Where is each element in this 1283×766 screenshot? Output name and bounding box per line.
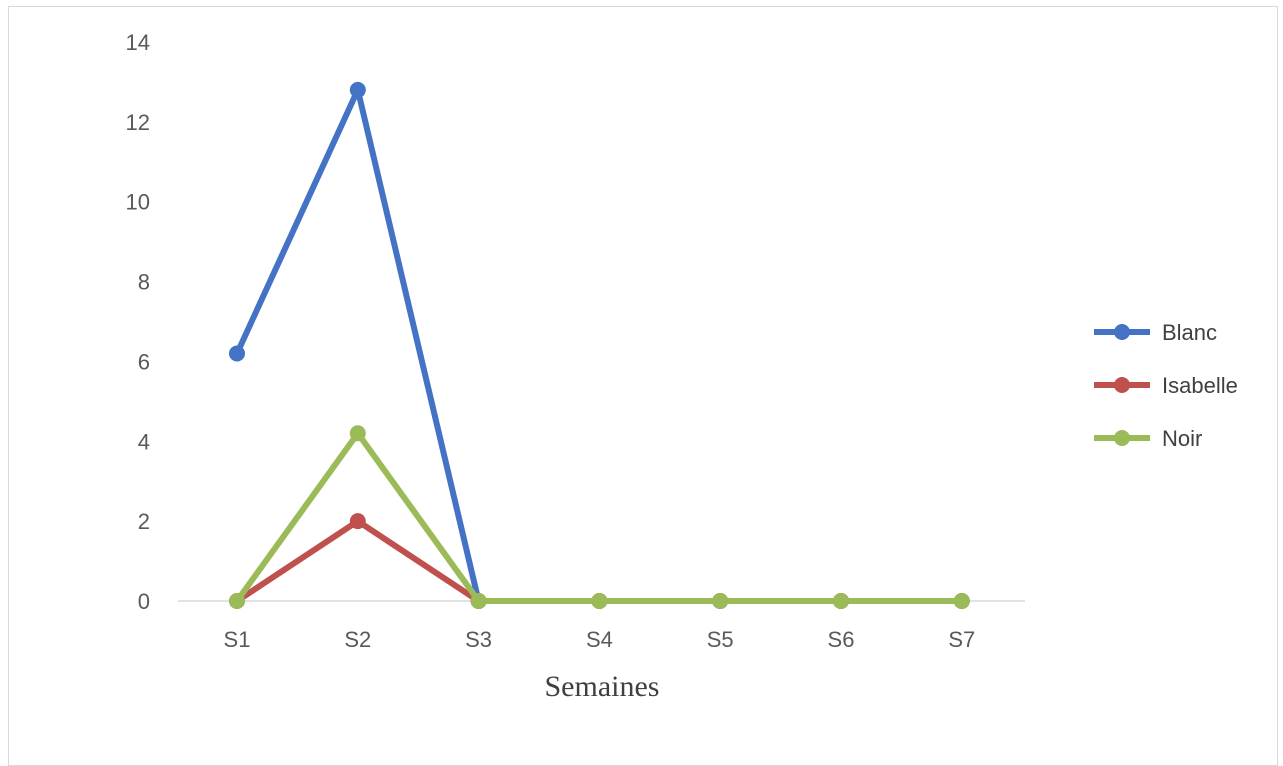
x-tick-label: S7 xyxy=(948,627,975,652)
data-point xyxy=(229,345,245,362)
x-tick-label: S5 xyxy=(707,627,734,652)
legend-label: Isabelle xyxy=(1162,373,1238,398)
x-tick-label: S6 xyxy=(828,627,855,652)
legend-label: Noir xyxy=(1162,426,1202,451)
y-tick-label: 2 xyxy=(138,509,150,534)
data-point xyxy=(833,593,849,609)
data-point xyxy=(953,593,970,609)
legend-item-noir: Noir xyxy=(1094,426,1202,451)
legend-swatch-marker xyxy=(1114,430,1130,446)
x-axis-ticks: S1 S2 S3 S4 S5 S6 S7 xyxy=(224,627,976,652)
legend: Blanc Isabelle Noir xyxy=(1094,320,1238,451)
data-point xyxy=(712,593,729,609)
y-tick-label: 8 xyxy=(138,270,150,295)
data-point xyxy=(470,593,487,609)
y-tick-label: 12 xyxy=(126,110,150,135)
data-point xyxy=(349,81,366,98)
series-noir xyxy=(229,425,970,609)
data-point xyxy=(349,425,366,442)
data-point xyxy=(349,513,366,530)
x-tick-label: S1 xyxy=(224,627,251,652)
legend-item-blanc: Blanc xyxy=(1094,320,1217,345)
x-tick-label: S4 xyxy=(586,627,613,652)
x-tick-label: S3 xyxy=(465,627,492,652)
legend-swatch-marker xyxy=(1114,377,1130,393)
series-group xyxy=(229,81,970,609)
data-point xyxy=(591,593,608,609)
x-axis-label: Semaines xyxy=(545,670,660,703)
x-tick-label: S2 xyxy=(344,627,371,652)
legend-swatch-marker xyxy=(1114,324,1130,340)
y-tick-label: 6 xyxy=(138,349,150,374)
y-tick-label: 14 xyxy=(126,30,150,55)
legend-label: Blanc xyxy=(1162,320,1217,345)
y-tick-label: 0 xyxy=(138,589,150,614)
data-point xyxy=(229,593,245,609)
y-tick-label: 4 xyxy=(138,429,150,454)
series-line xyxy=(234,86,965,604)
y-tick-label: 10 xyxy=(126,190,150,215)
series-line xyxy=(234,430,965,604)
legend-item-isabelle: Isabelle xyxy=(1094,373,1238,398)
chart-frame xyxy=(8,6,1278,766)
series-line xyxy=(234,518,965,604)
y-axis-ticks: 0 2 4 6 8 10 12 14 xyxy=(126,30,150,614)
